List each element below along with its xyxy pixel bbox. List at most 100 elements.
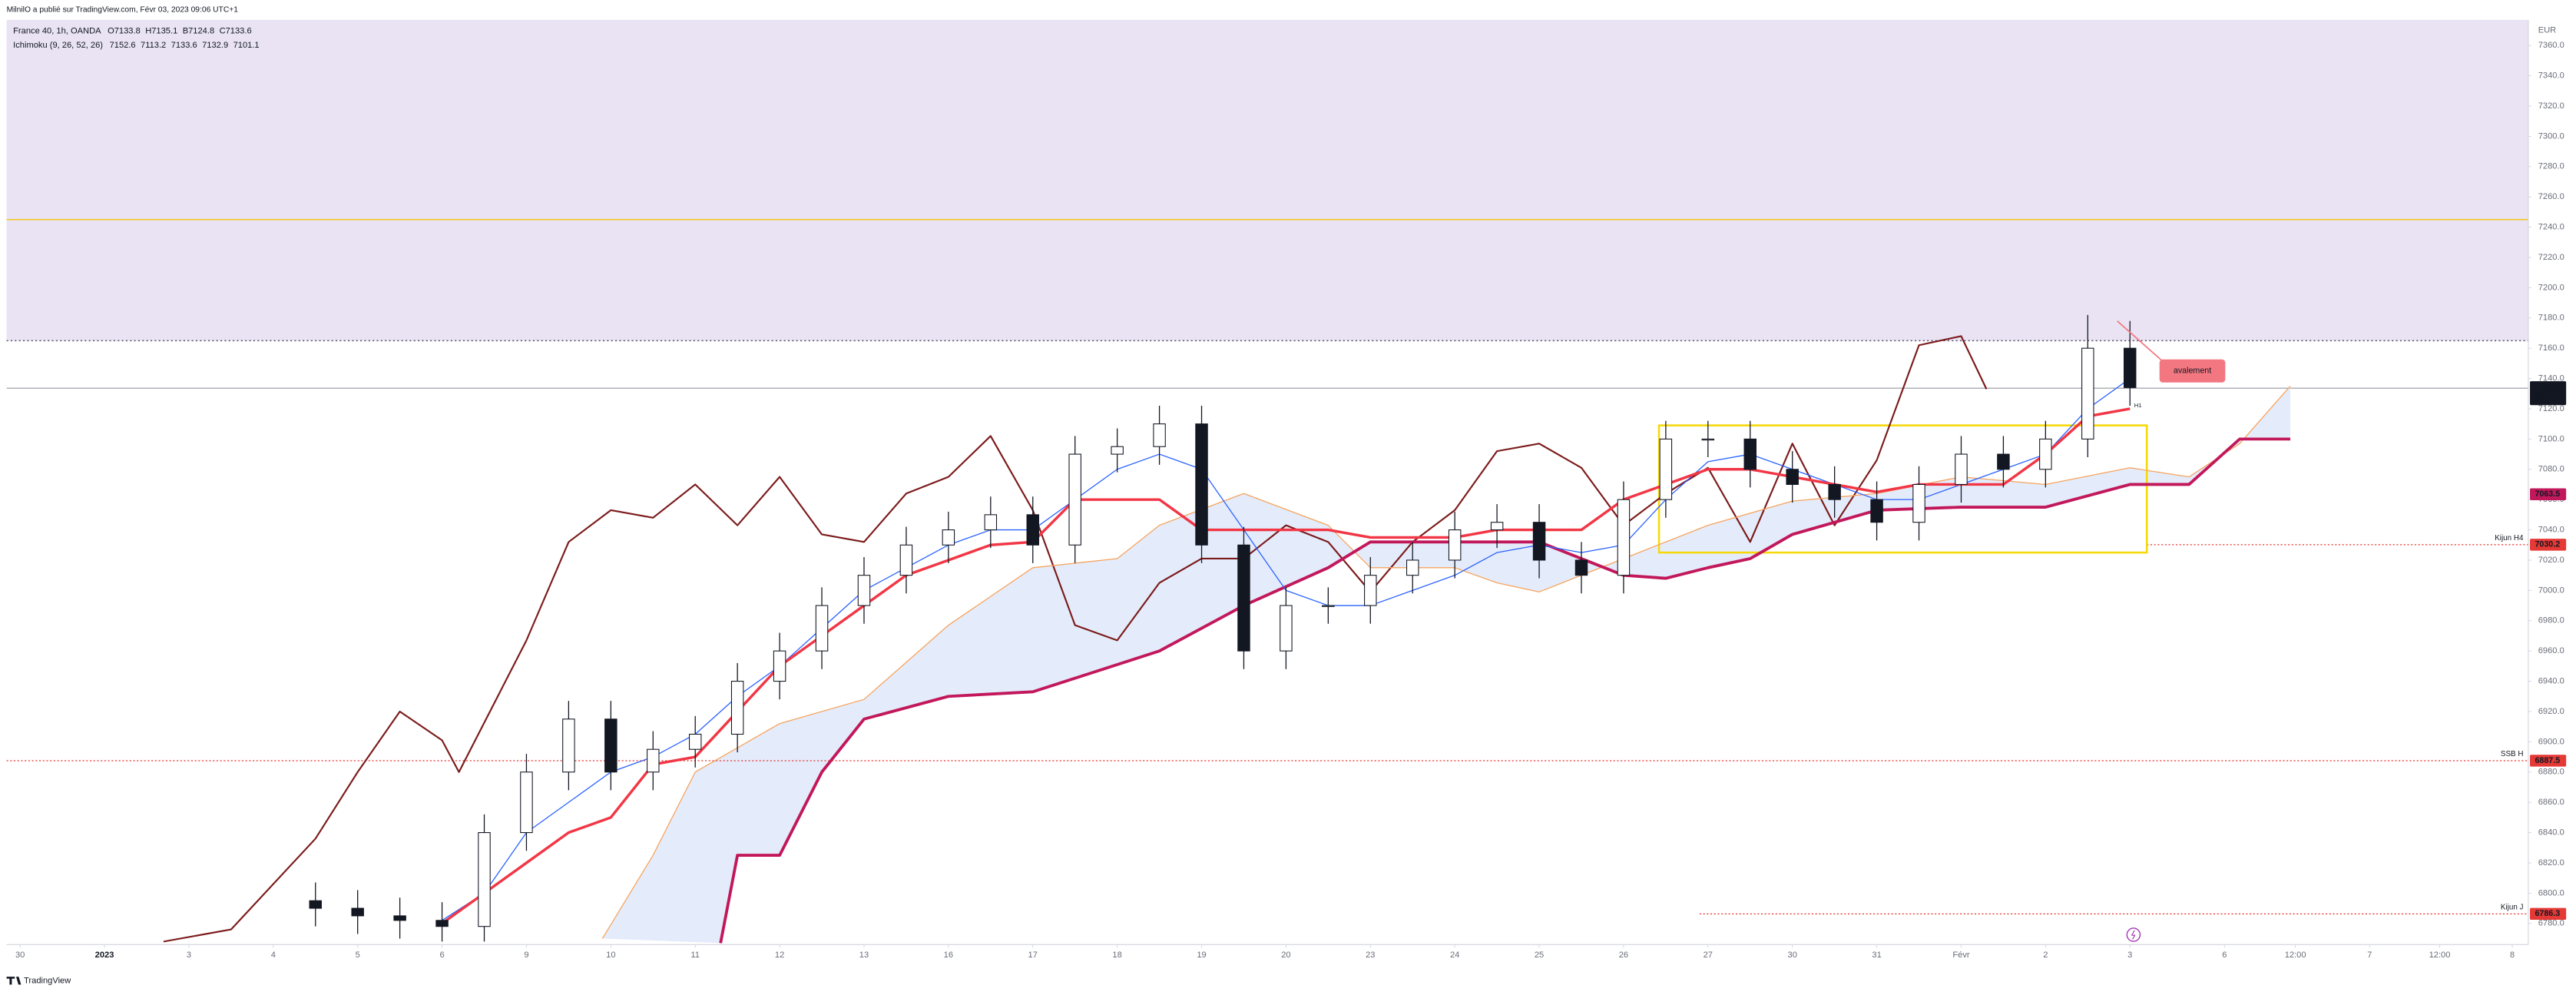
level-label: SSB H: [2501, 750, 2524, 758]
y-tick-label: 7000.0: [2538, 586, 2564, 595]
x-tick-label: 6: [439, 951, 444, 960]
candle-body: [942, 529, 955, 546]
candle-body: [1153, 423, 1166, 447]
candle-body: [1532, 522, 1546, 561]
candle-body: [1026, 514, 1039, 546]
y-tick-label: 7200.0: [2538, 283, 2564, 292]
annotation-tag: H1: [2134, 402, 2142, 409]
plot-area: [6, 19, 2528, 944]
y-tick-label: 6800.0: [2538, 888, 2564, 897]
published-note: MilnilO a publié sur TradingView.com, Fé…: [7, 6, 239, 15]
y-tick-label: 6900.0: [2538, 737, 2564, 746]
y-tick-label: 6940.0: [2538, 676, 2564, 685]
candle-body: [1280, 605, 1293, 652]
footer-brand: TradingView: [24, 976, 71, 985]
x-tick-label: 7: [2367, 951, 2372, 960]
candle-body: [1659, 438, 1673, 500]
candle-body: [1828, 483, 1841, 500]
level-label: Kijun H4: [2495, 534, 2524, 542]
x-tick-label: 5: [356, 951, 360, 960]
candle-body: [1490, 522, 1504, 531]
cloud-price: 7063.5: [2535, 489, 2560, 499]
y-tick-label: 7180.0: [2538, 314, 2564, 323]
candle-body: [1997, 453, 2010, 470]
x-tick-label: 3: [2127, 951, 2132, 960]
y-tick-label: 7140.0: [2538, 374, 2564, 383]
x-tick-label: 24: [1450, 951, 1459, 960]
candle-body: [2124, 347, 2137, 388]
candle-body: [2039, 438, 2052, 470]
candle-body: [1111, 446, 1124, 455]
candle-body: [1786, 469, 1799, 486]
x-tick-label: 27: [1704, 951, 1713, 960]
y-tick-label: 7220.0: [2538, 253, 2564, 262]
resistance-zone: [6, 19, 2528, 341]
candle-body: [984, 514, 998, 531]
y-tick-label: 7300.0: [2538, 131, 2564, 141]
x-tick-label: 11: [690, 951, 700, 960]
y-tick-label: 7320.0: [2538, 101, 2564, 111]
level-price-box: [2530, 907, 2567, 921]
level-price: 7030.2: [2535, 540, 2560, 549]
candle-body: [1448, 529, 1462, 561]
level-price: 6786.3: [2535, 909, 2560, 918]
x-tick-label: 30: [1788, 951, 1797, 960]
level-price: 6887.5: [2535, 756, 2560, 765]
candle-body: [1322, 605, 1335, 607]
candle-body: [1701, 438, 1715, 441]
event-icon[interactable]: [2126, 927, 2141, 942]
ohlc-value: B7124.8: [183, 27, 214, 36]
annotation-bubble: [2159, 359, 2226, 383]
candle-body: [309, 900, 322, 909]
x-tick-label: 4: [271, 951, 276, 960]
candle-body: [478, 832, 491, 927]
x-tick-label: 17: [1028, 951, 1038, 960]
x-tick-label: 30: [15, 951, 25, 960]
y-tick-label: 6780.0: [2538, 919, 2564, 928]
indicator-line: [163, 335, 1988, 943]
annotation-pointer: [2117, 320, 2167, 365]
candle-body: [1364, 575, 1377, 606]
indicator-value: 7101.1: [233, 41, 260, 50]
indicator-value: 7152.6: [110, 41, 136, 50]
y-tick-label: 7160.0: [2538, 343, 2564, 353]
currency: EUR: [2538, 26, 2557, 35]
y-tick-label: 7080.0: [2538, 465, 2564, 474]
overlay: SSB H 6887.5 Kijun H4 7030.2 Kijun J 6786.3 av…: [15, 41, 2567, 960]
x-tick-label: 25: [1535, 951, 1544, 960]
candle-body: [815, 605, 829, 652]
candle-body: [730, 681, 744, 735]
candle-body: [1912, 483, 1925, 523]
x-tick-label: 20: [1281, 951, 1290, 960]
x-tick-label: 2: [2043, 951, 2048, 960]
ichimoku-cloud: [602, 386, 2291, 944]
ohlc-value: C7133.6: [220, 27, 252, 36]
candle-body: [393, 915, 406, 921]
x-tick-label: 2023: [95, 951, 114, 960]
ohlc-value: H7135.1: [145, 27, 177, 36]
y-tick-label: 7280.0: [2538, 162, 2564, 171]
indicator-value: 7133.6: [171, 41, 197, 50]
range-box: [1657, 424, 2148, 554]
x-tick-label: 12: [775, 951, 784, 960]
countdown: 53:56: [2535, 393, 2555, 403]
y-tick-label: 6820.0: [2538, 858, 2564, 868]
candle-body: [1743, 438, 1757, 470]
cloud-price-box: [2530, 488, 2567, 500]
candle-body: [1617, 499, 1631, 576]
x-tick-label: 10: [606, 951, 615, 960]
candle-body: [1068, 453, 1081, 546]
y-tick-label: 6840.0: [2538, 828, 2564, 837]
x-tick-label: 6: [2222, 951, 2227, 960]
candle-body: [604, 718, 618, 773]
level-label: Kijun J: [2501, 903, 2524, 911]
candle-body: [773, 650, 786, 682]
candle-body: [2081, 347, 2094, 440]
candle-body: [899, 544, 913, 576]
indicator-value: 7132.9: [202, 41, 228, 50]
candle-body: [520, 771, 533, 834]
candle-body: [857, 575, 871, 606]
x-tick-label: Févr: [1952, 951, 1970, 960]
